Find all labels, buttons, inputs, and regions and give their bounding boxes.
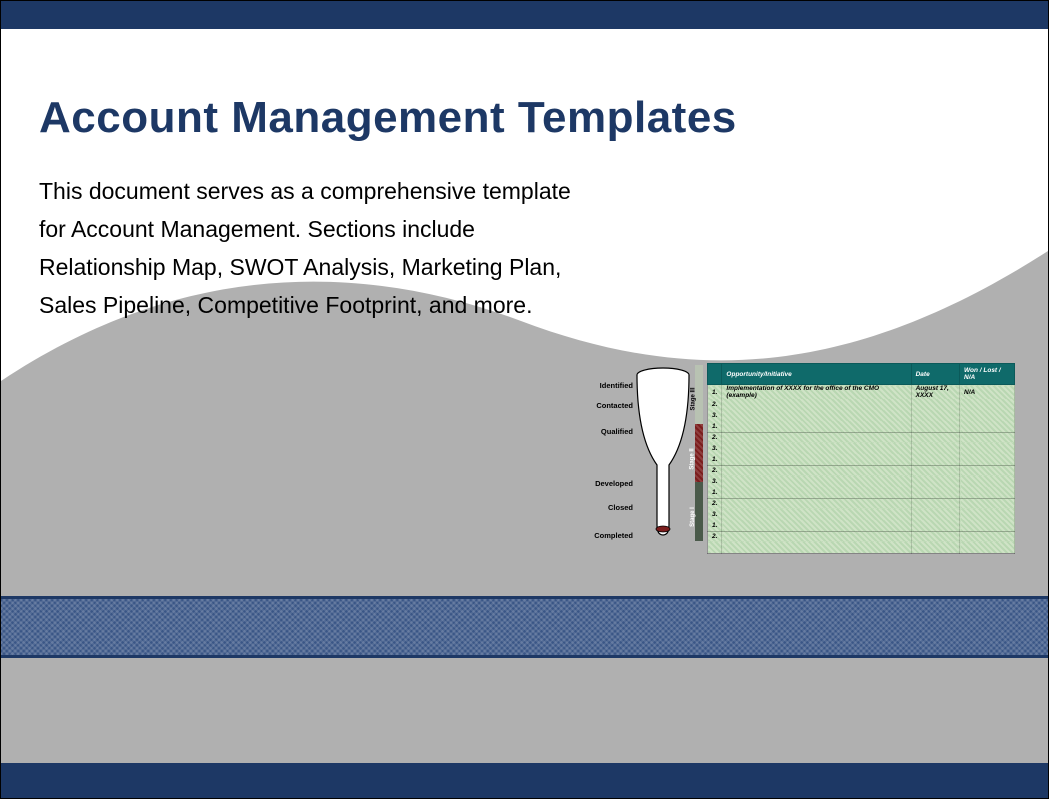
stage-strip-label: Stage III (689, 369, 697, 429)
funnel-stage-label: Identified (600, 381, 633, 390)
top-bar (1, 1, 1048, 29)
body-text: This document serves as a comprehensive … (39, 173, 579, 325)
stage-strip-label: Stage II (689, 429, 697, 489)
stage-strip-label: Stage I (689, 487, 697, 547)
funnel-stage-label: Qualified (601, 427, 633, 436)
textured-band (1, 596, 1048, 658)
funnel-stage-label: Contacted (596, 401, 633, 410)
bottom-bar (1, 763, 1048, 798)
opportunity-table: Opportunity/InitiativeDateWon / Lost / N… (707, 363, 1015, 554)
pipeline-graphic: Identified Contacted Qualified Developed Clo… (571, 359, 1019, 564)
funnel-icon (635, 365, 691, 545)
funnel-stage-label: Developed (595, 479, 633, 488)
slide: Account Management Templates This docume… (1, 1, 1048, 798)
page-title: Account Management Templates (39, 93, 737, 143)
funnel-stage-label: Closed (608, 503, 633, 512)
funnel-stage-label: Completed (594, 531, 633, 540)
